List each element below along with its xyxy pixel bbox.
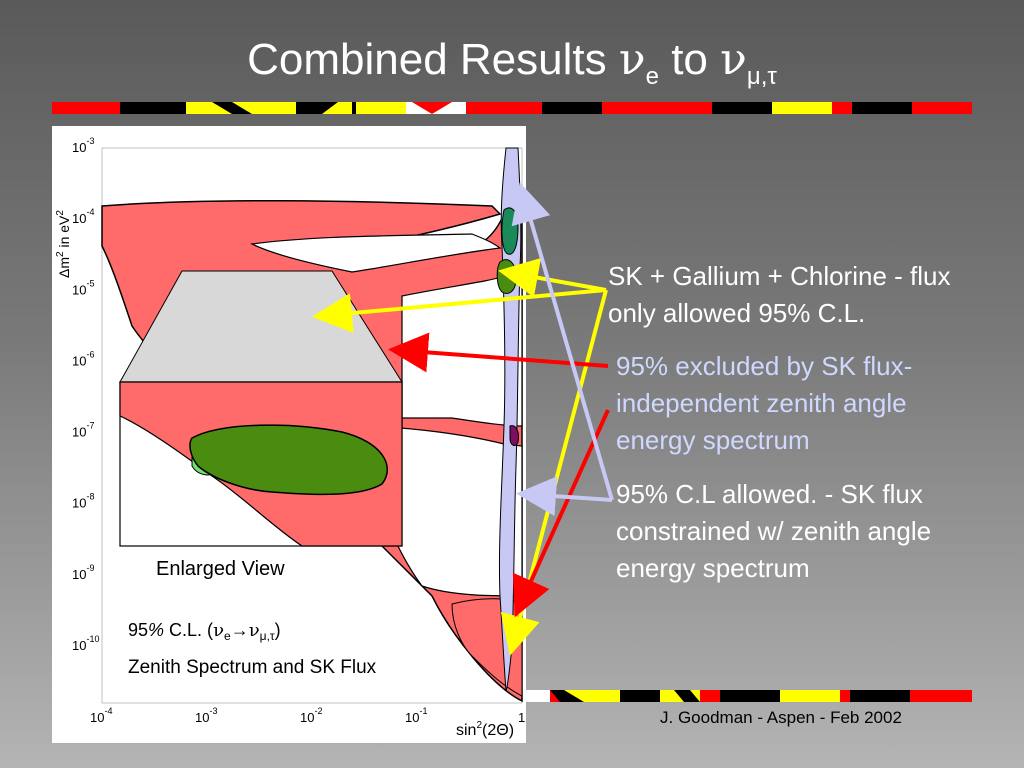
y-tick-label: 10-7 [72,421,94,440]
annotation-excluded: 95% excluded by SK flux-independent zeni… [616,351,913,455]
slide-title: Combined Results νe to νμ,τ [0,34,1024,91]
red-arrow-2 [512,409,610,618]
y-tick-label: 10-4 [72,207,94,226]
title-text: Combined Results [247,35,619,84]
y-tick-label: 10-9 [72,563,94,582]
lavender-arrow-2 [516,476,613,517]
contour-plot-panel: 10-3 10-4 10-5 10-6 10-7 10-8 10-9 10-10 10-4 10… [52,126,526,743]
title-sub-e: e [645,62,659,90]
x-tick-label: 10-1 [405,706,427,725]
inset-combined-green [189,424,388,496]
y-tick-label: 10-3 [72,136,94,155]
title-nu-symbol: ν [618,34,646,85]
x-axis: 10-4 10-3 10-2 10-1 1 [90,706,525,725]
annotation-allowed: 95% C.L allowed. - SK flux constrained w… [616,479,932,583]
x-tick-label: 10-4 [90,706,112,725]
y-tick-label: 10-5 [72,278,94,297]
red-arrow-1 [388,332,609,373]
y-tick-label: 10-10 [72,634,99,653]
lavender-arrow-1 [511,182,614,501]
annotation-sk-gallium: SK + Gallium + Chlorine - flux only allo… [608,261,951,328]
x-tick-label: 10-2 [300,706,322,725]
enlarged-view-label: Enlarged View [156,558,285,580]
x-axis-title: sin2(2Θ) [456,720,514,739]
title-nu2-symbol: ν [720,34,747,85]
title-to: to [658,35,721,84]
white-gap-upper [249,233,502,273]
legend-cl: 95% C.L. (νe→νμ,τ) [128,620,281,643]
legend-box [120,606,430,686]
y-tick-label: 10-6 [72,349,94,368]
yellow-arrow-2 [498,257,607,298]
y-tick-label: 10-8 [72,492,94,511]
credit-line: J. Goodman - Aspen - Feb 2002 [660,708,902,727]
contour-plot: 10-310-410-510-610-710-810-910-10 10-4 10… [55,136,525,739]
x-tick-label: 1 [518,710,525,725]
yellow-arrow-1 [312,288,607,334]
y-axis-title: Δm2 in eV2 [55,210,72,278]
bottom-flag-strip [520,690,972,702]
purple-blob [509,425,519,446]
top-flag-strip [52,102,972,114]
x-tick-label: 10-3 [195,706,217,725]
y-axis: 10-3 10-4 10-5 10-6 10-7 10-8 10-9 10-10 [72,136,99,653]
title-sub-mu-tau: μ,τ [746,62,777,90]
legend-zenith: Zenith Spectrum and SK Flux [128,657,377,678]
